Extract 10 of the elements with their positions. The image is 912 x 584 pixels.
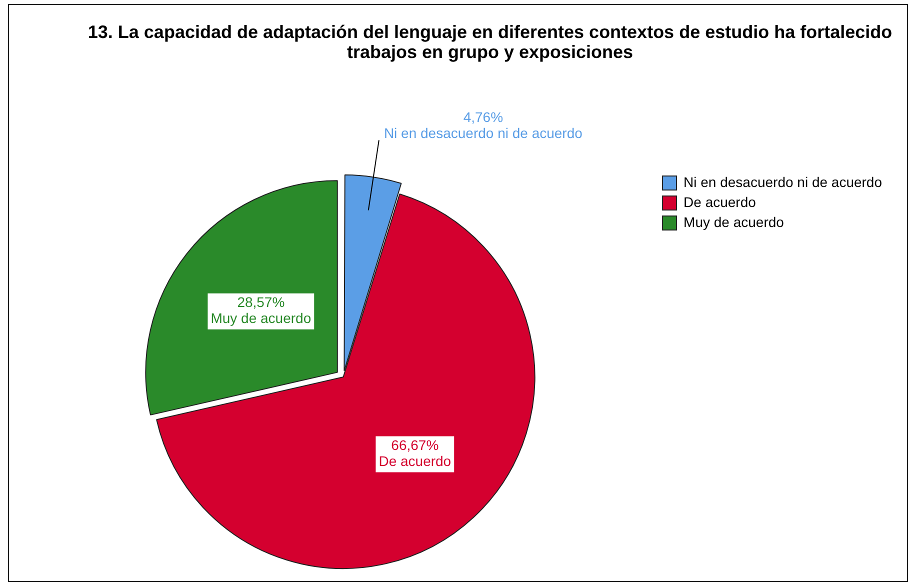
legend-label: De acuerdo [684,194,756,210]
slice-label: Muy de acuerdo [210,310,312,326]
legend-label: Ni en desacuerdo ni de acuerdo [684,174,882,190]
data-label: 4,76% [463,109,504,126]
slice-label: De acuerdo [378,453,452,470]
slice-label: Ni en desacuerdo ni de acuerdo [384,125,583,142]
legend-label: Muy de acuerdo [684,214,784,230]
data-label: 28,57% [237,294,285,310]
data-label: 66,67% [391,437,439,454]
chart-title: 13. La capacidad de adaptación del lenguaje en diferentes contextos de estudio ha fortalecido trabajos en grupo y exposiciones [86,22,894,62]
